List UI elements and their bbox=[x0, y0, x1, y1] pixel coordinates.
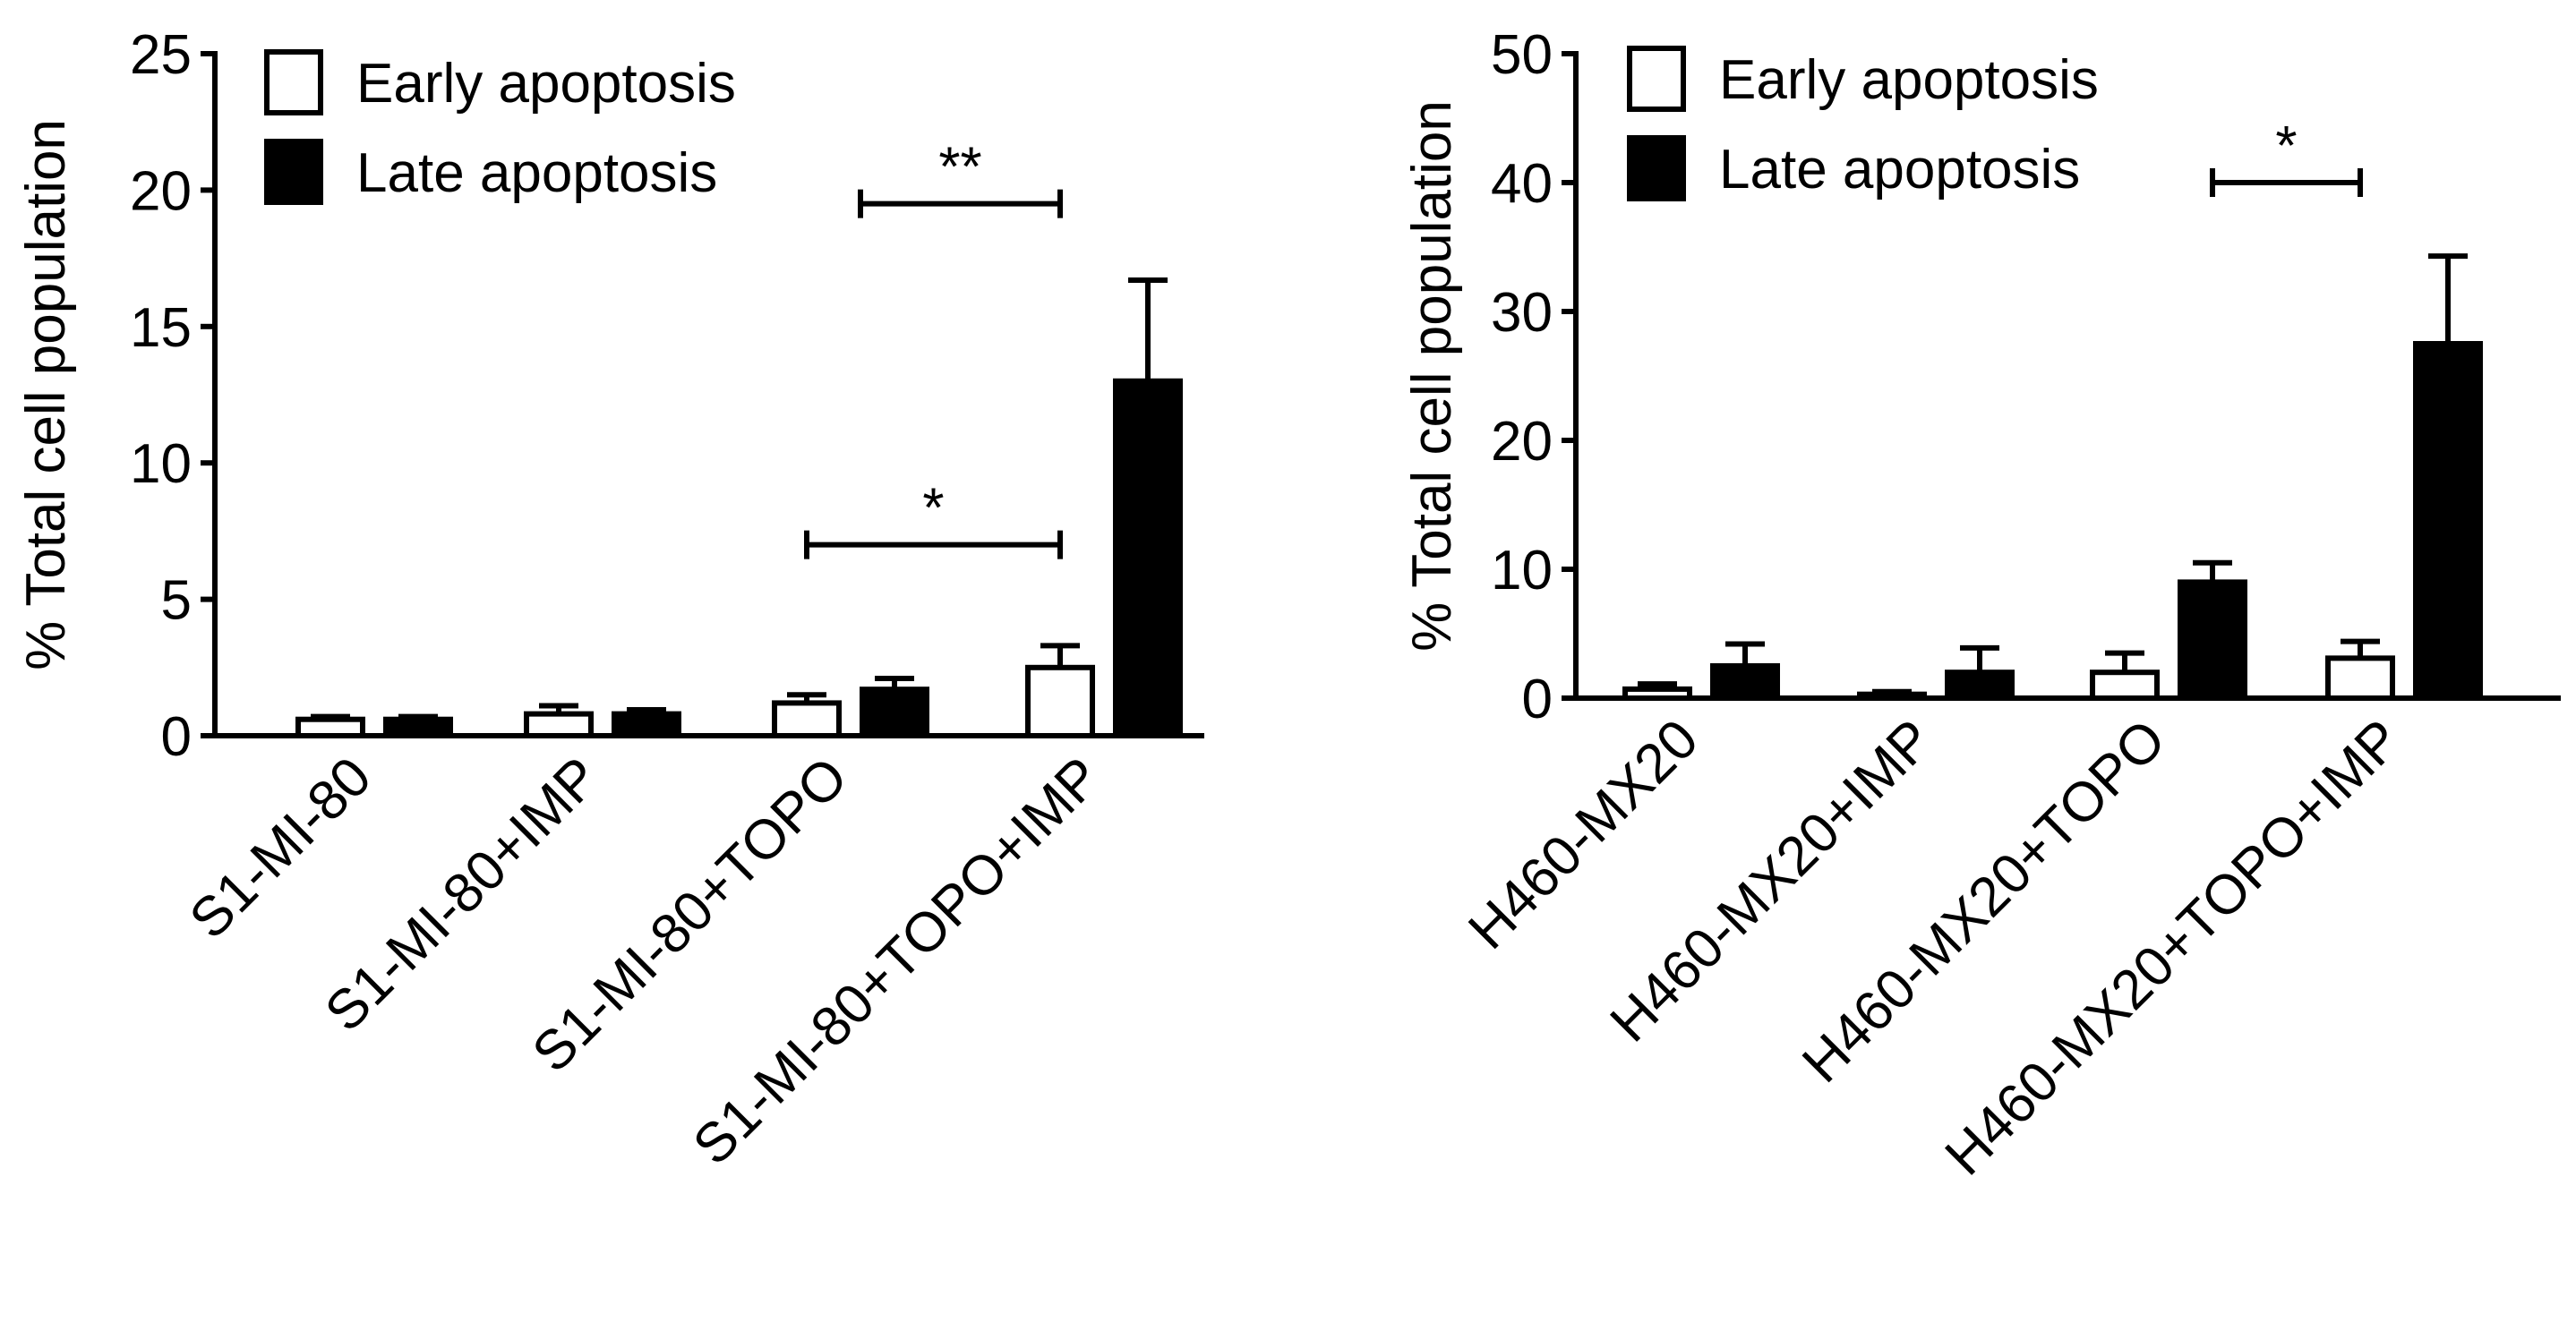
legend-label-1: Early apoptosis bbox=[1719, 49, 2099, 111]
legend-swatch-1 bbox=[1627, 46, 1686, 112]
y-tick-label: 15 bbox=[130, 297, 192, 359]
y-tick-label: 20 bbox=[1491, 411, 1553, 473]
x-tick-label: S1-MI-80+TOPO+IMP bbox=[681, 746, 1113, 1177]
bar-late-4 bbox=[2413, 341, 2483, 701]
legend-swatch-1 bbox=[264, 49, 323, 115]
bar-early-1 bbox=[295, 716, 365, 738]
significance-label: ** bbox=[938, 137, 981, 199]
bar-late-4 bbox=[1113, 378, 1183, 738]
significance-label: * bbox=[922, 478, 944, 540]
legend-label-1: Early apoptosis bbox=[356, 53, 736, 115]
bar-early-1 bbox=[1622, 686, 1692, 701]
y-tick-label: 30 bbox=[1491, 282, 1553, 344]
y-tick-label: 0 bbox=[161, 706, 192, 768]
bar-early-4 bbox=[2325, 655, 2395, 701]
bar-late-3 bbox=[860, 687, 929, 739]
bar-early-2 bbox=[524, 711, 594, 739]
x-tick-label: H460-MX20 bbox=[1457, 708, 1710, 961]
x-tick-label: H460-MX20+TOPO+IMP bbox=[1934, 708, 2413, 1187]
y-tick-label: 10 bbox=[130, 433, 192, 495]
y-axis-label: % Total cell population bbox=[15, 119, 77, 670]
y-tick-label: 50 bbox=[1491, 24, 1553, 86]
bar-late-2 bbox=[612, 711, 681, 739]
bar-late-2 bbox=[1945, 670, 2015, 702]
bar-early-3 bbox=[2090, 670, 2160, 702]
y-axis-label: % Total cell population bbox=[1401, 100, 1463, 652]
y-tick-label: 20 bbox=[130, 160, 192, 222]
legend-swatch-2 bbox=[1627, 135, 1686, 201]
y-tick-label: 0 bbox=[1522, 669, 1553, 730]
chart-panel-1: 0 5 10 15 20 25 % Total cell population S1-MI-8… bbox=[15, 24, 1204, 1177]
legend-label-2: Late apoptosis bbox=[1719, 139, 2080, 200]
x-tick-label: S1-MI-80 bbox=[178, 746, 383, 951]
bar-early-3 bbox=[772, 700, 842, 739]
y-tick-label: 25 bbox=[130, 24, 192, 86]
legend-swatch-2 bbox=[264, 139, 323, 205]
bar-early-4 bbox=[1025, 664, 1095, 738]
bar-late-3 bbox=[2178, 579, 2247, 702]
bar-late-1 bbox=[1710, 663, 1780, 701]
y-tick-label: 40 bbox=[1491, 153, 1553, 215]
bar-early-2 bbox=[1857, 691, 1927, 701]
chart-panel-2: 0 10 20 30 40 50 % Total cell population H460-M… bbox=[1401, 24, 2561, 1187]
y-tick-label: 5 bbox=[161, 570, 192, 632]
bar-late-1 bbox=[383, 716, 453, 738]
y-tick-label: 10 bbox=[1491, 540, 1553, 601]
significance-label: * bbox=[2275, 115, 2297, 177]
legend-label-2: Late apoptosis bbox=[356, 142, 717, 204]
